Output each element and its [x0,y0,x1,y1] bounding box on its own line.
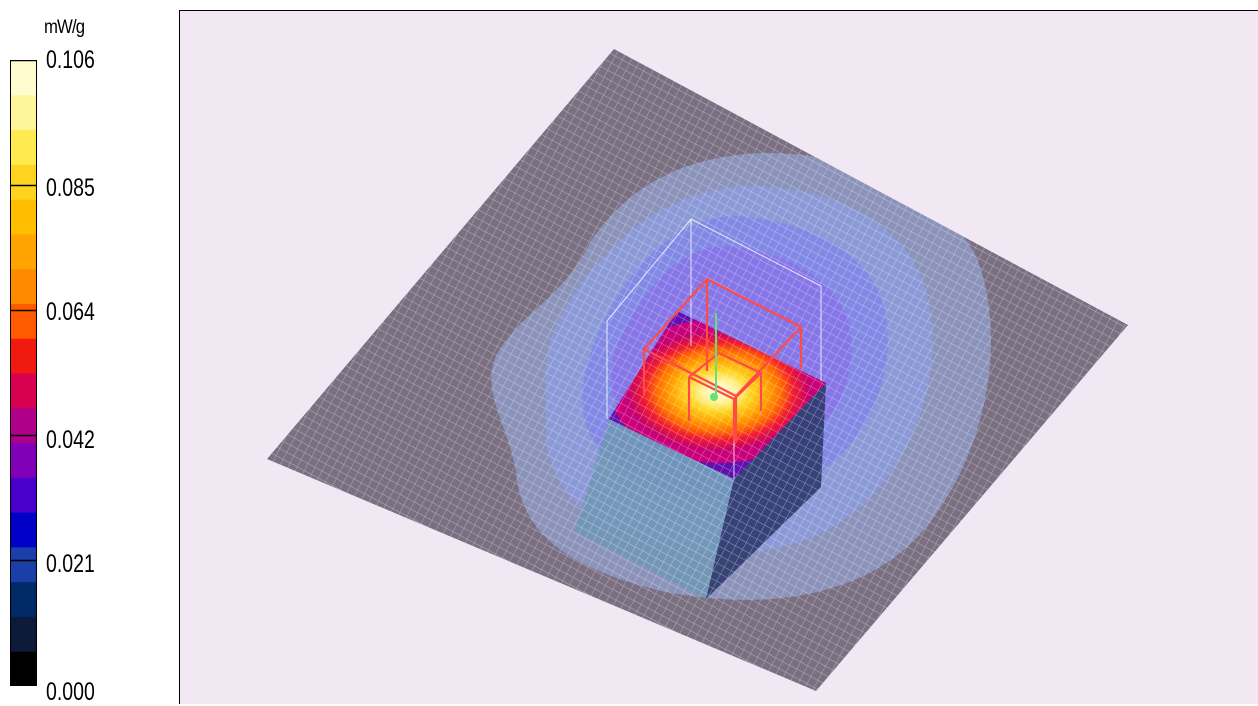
colorbar-band [10,303,37,339]
colorbar-band [10,338,37,374]
colorbar-band [10,268,37,304]
colorbar-band [10,477,37,513]
colorbar-band [10,407,37,444]
legend-unit-label: mW/g [44,17,85,38]
legend-tick-label: 0.064 [46,298,95,326]
legend-tick-label: 0.000 [46,678,95,706]
color-legend: mW/g 0.106 0.085 0.064 0.042 0.021 0.000 [0,0,178,706]
legend-tick-label: 0.106 [46,46,95,74]
legend-tick-label: 0.021 [46,550,95,578]
colorbar-band [10,512,37,548]
3d-viewport[interactable] [179,10,1258,704]
sar-distribution-scene [267,49,1128,691]
legend-tick-label: 0.085 [46,174,95,202]
colorbar-band [10,373,37,409]
colorbar-band [10,129,37,165]
feed-point [710,393,718,401]
colorbar-band [10,616,37,652]
colorbar-band [10,164,37,200]
colorbar-band [10,651,37,686]
colorbar-band [10,233,37,270]
colorbar-band [10,199,37,235]
legend-tick-label: 0.042 [46,426,95,454]
colorbar-band [10,546,37,583]
colorbar [10,60,37,686]
colorbar-band [10,442,37,478]
colorbar-band [10,60,37,96]
colorbar-band [10,94,37,131]
colorbar-band [10,581,37,617]
antenna-wireframe [642,278,803,441]
